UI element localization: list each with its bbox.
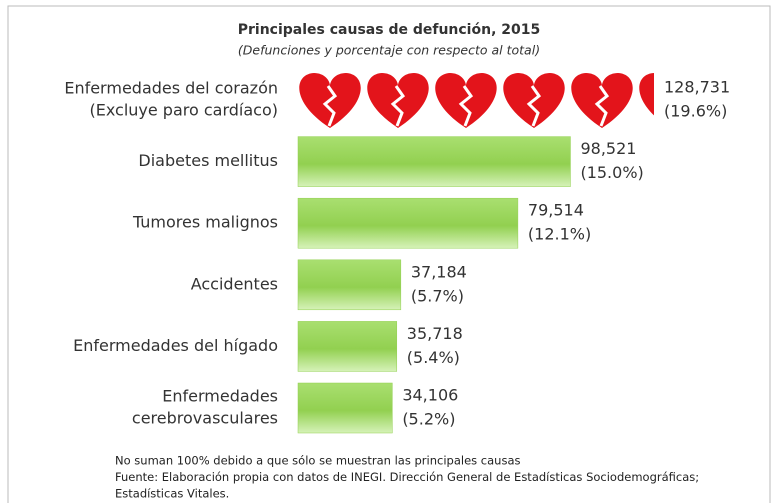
note: No suman 100% debido a que sólo se muest…: [115, 454, 520, 468]
category-label: cerebrovasculares: [132, 409, 278, 428]
frame: [7, 5, 771, 503]
category-label: Diabetes mellitus: [138, 151, 278, 170]
bar: [297, 321, 398, 372]
bar: [297, 382, 393, 434]
value-label: 79,514: [528, 201, 584, 220]
heart-crack: [526, 85, 542, 127]
note: Estadísticas Vitales.: [115, 487, 229, 501]
category-label: Tumores malignos: [132, 213, 278, 232]
value-label: 98,521: [580, 139, 636, 158]
chart-subtitle: (Defunciones y porcentaje con respecto a…: [238, 43, 540, 58]
heart-crack: [458, 85, 474, 127]
value-label: 128,731: [664, 78, 730, 97]
category-label: Enfermedades del corazón: [64, 79, 278, 98]
bar: [297, 136, 571, 187]
icon-bar: [299, 73, 654, 128]
note: Fuente: Elaboración propia con datos de …: [115, 470, 699, 484]
category-label: Enfermedades del hígado: [73, 336, 278, 355]
value-label: 34,106: [402, 386, 458, 405]
share-label: (19.6%): [664, 102, 727, 121]
heart-crack: [390, 85, 406, 127]
share-label: (5.2%): [402, 410, 455, 429]
share-label: (5.4%): [407, 348, 460, 367]
category-label: Enfermedades: [162, 387, 278, 406]
value-label: 35,718: [407, 324, 463, 343]
heart-crack: [594, 85, 610, 127]
share-label: (5.7%): [411, 286, 464, 305]
heart-crack: [322, 85, 338, 127]
heart-icon: [639, 73, 654, 116]
category-label: (Excluye paro cardíaco): [89, 101, 278, 120]
value-label: 37,184: [411, 262, 467, 281]
chart-title: Principales causas de defunción, 2015: [238, 22, 540, 38]
bar: [297, 197, 519, 249]
bar: [297, 259, 402, 311]
share-label: (15.0%): [580, 163, 643, 182]
share-label: (12.1%): [528, 225, 591, 244]
category-label: Accidentes: [191, 274, 278, 293]
